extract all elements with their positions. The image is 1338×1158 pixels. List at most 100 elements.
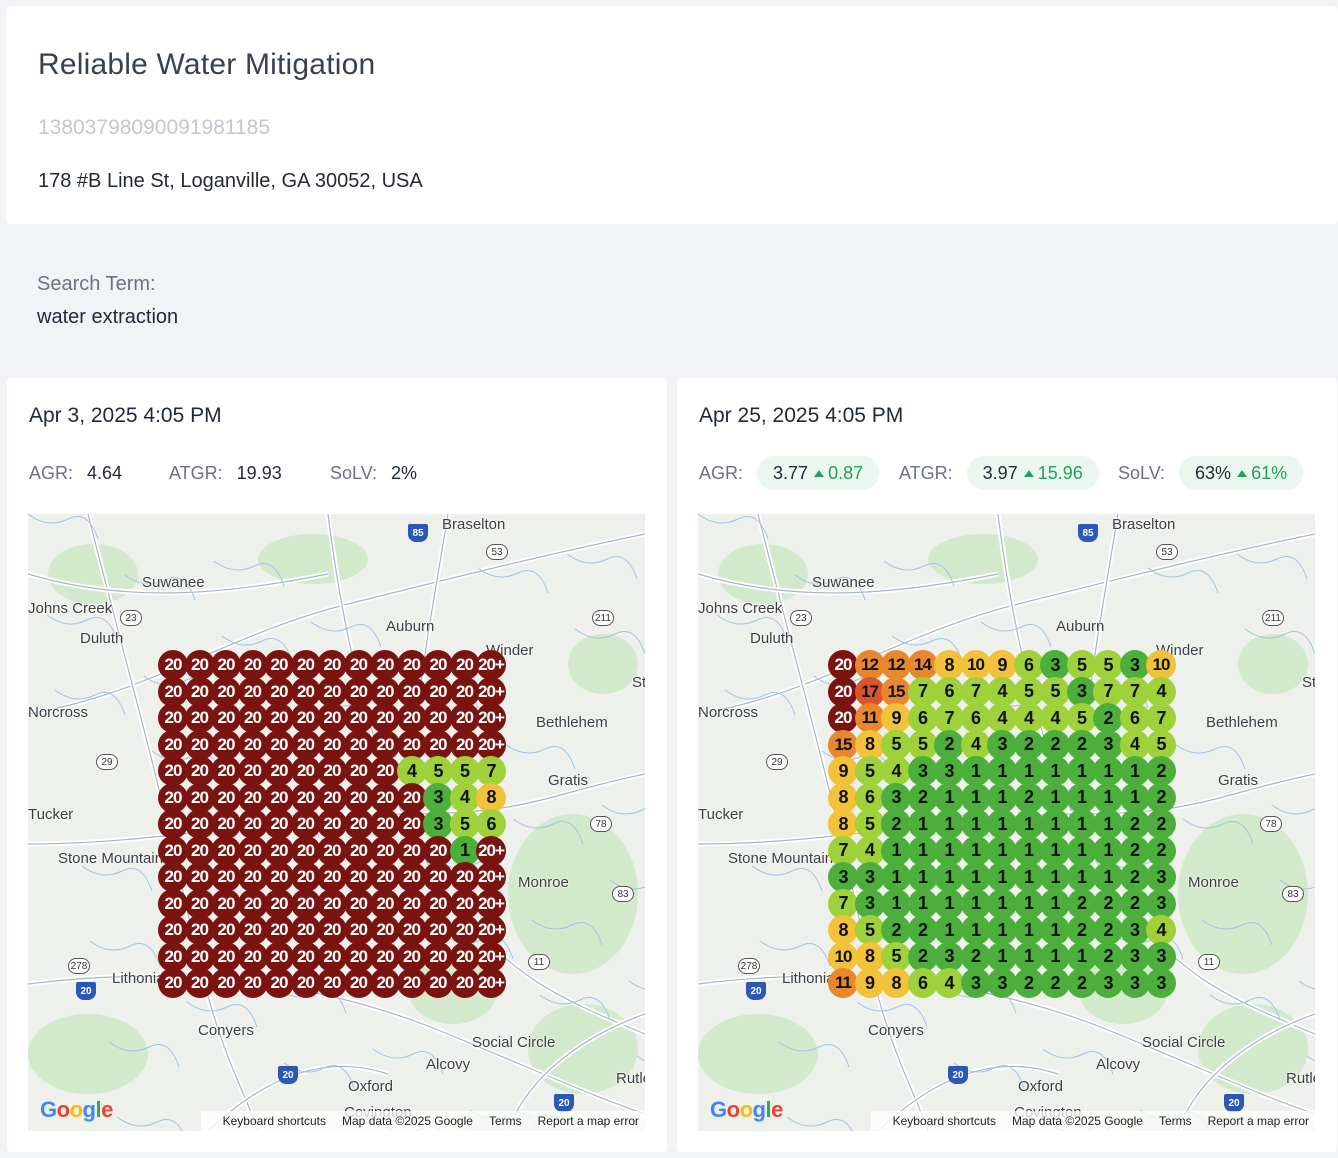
rank-pin[interactable]: 1 [907,835,938,866]
rank-pin[interactable]: 2 [1146,782,1176,813]
rank-pin[interactable]: 20 [184,809,215,839]
rank-pin[interactable]: 20 [264,835,294,866]
rank-pin[interactable]: 1 [934,915,964,945]
rank-pin[interactable]: 2 [1093,703,1123,733]
rank-pin[interactable]: 20 [184,835,215,866]
rank-pin[interactable]: 1 [987,915,1017,945]
rank-pin[interactable]: 20 [343,782,374,813]
rank-pin[interactable]: 20 [290,676,321,707]
rank-pin[interactable]: 10 [960,650,991,680]
rank-pin[interactable]: 20 [237,729,268,760]
rank-pin[interactable]: 4 [1013,703,1044,733]
rank-pin[interactable]: 3 [1093,729,1123,760]
rank-pin[interactable]: 2 [1146,756,1176,786]
rank-pin[interactable]: 1 [1066,941,1097,972]
rank-pin[interactable]: 20 [290,809,321,839]
rank-pin[interactable]: 20 [211,835,241,866]
rank-pin[interactable]: 7 [828,835,858,866]
rank-pin[interactable]: 20 [290,703,321,733]
rank-pin[interactable]: 3 [881,782,911,813]
rank-pin[interactable]: 2 [1040,729,1070,760]
rank-pin[interactable]: 20 [370,676,400,707]
rank-pin[interactable]: 20+ [476,915,506,945]
rank-pin[interactable]: 20 [449,862,480,892]
rank-pin[interactable]: 7 [828,888,858,919]
terms-link[interactable]: Terms [1158,1114,1192,1128]
rank-pin[interactable]: 1 [960,756,991,786]
rank-pin[interactable]: 20 [237,676,268,707]
rank-pin[interactable]: 20 [449,650,480,680]
rank-pin[interactable]: 20 [449,703,480,733]
rank-pin[interactable]: 1 [1040,782,1070,813]
rank-pin[interactable]: 5 [1066,650,1097,680]
rank-pin[interactable]: 1 [960,782,991,813]
rank-pin[interactable]: 20 [237,809,268,839]
rank-pin[interactable]: 12 [881,650,911,680]
rank-pin[interactable]: 1 [1013,835,1044,866]
rank-pin[interactable]: 7 [907,676,938,707]
rank-pin[interactable]: 20 [370,862,400,892]
rank-pin[interactable]: 15 [828,729,858,760]
rank-pin[interactable]: 3 [1119,968,1150,998]
rank-pin[interactable]: 20 [370,729,400,760]
rank-pin[interactable]: 20 [396,915,427,945]
rank-pin[interactable]: 20 [237,650,268,680]
rank-pin[interactable]: 1 [987,782,1017,813]
rank-pin[interactable]: 2 [1146,835,1176,866]
rank-pin[interactable]: 1 [1093,862,1123,892]
rank-pin[interactable]: 20 [290,729,321,760]
rank-pin[interactable]: 20 [828,650,858,680]
rank-pin[interactable]: 1 [987,756,1017,786]
rank-pin[interactable]: 9 [828,756,858,786]
rank-pin[interactable]: 2 [934,729,964,760]
rank-pin[interactable]: 20 [237,888,268,919]
rank-grid-map[interactable]: BraseltonSuwaneeAuburnWinderDuluthStatha… [698,514,1315,1131]
rank-pin[interactable]: 2 [1093,941,1123,972]
rank-pin[interactable]: 20 [343,809,374,839]
rank-pin[interactable]: 5 [449,756,480,786]
rank-pin[interactable]: 3 [907,756,938,786]
rank-pin[interactable]: 2 [1093,888,1123,919]
rank-pin[interactable]: 20 [264,915,294,945]
rank-pin[interactable]: 20 [237,968,268,998]
rank-pin[interactable]: 20 [343,650,374,680]
rank-pin[interactable]: 20 [184,650,215,680]
rank-pin[interactable]: 8 [881,968,911,998]
rank-pin[interactable]: 2 [1013,782,1044,813]
rank-pin[interactable]: 3 [854,888,885,919]
rank-pin[interactable]: 20 [158,862,188,892]
rank-pin[interactable]: 1 [1093,756,1123,786]
rank-pin[interactable]: 1 [960,835,991,866]
rank-pin[interactable]: 3 [1146,968,1176,998]
rank-pin[interactable]: 20 [423,703,453,733]
rank-pin[interactable]: 1 [1013,809,1044,839]
rank-pin[interactable]: 1 [1013,941,1044,972]
rank-pin[interactable]: 20 [396,835,427,866]
rank-pin[interactable]: 20 [211,703,241,733]
rank-pin[interactable]: 3 [1093,968,1123,998]
rank-pin[interactable]: 20 [264,782,294,813]
rank-pin[interactable]: 4 [396,756,427,786]
rank-pin[interactable]: 1 [881,862,911,892]
rank-pin[interactable]: 20 [396,968,427,998]
rank-pin[interactable]: 6 [960,703,991,733]
rank-pin[interactable]: 20 [317,676,347,707]
rank-pin[interactable]: 20 [184,888,215,919]
rank-pin[interactable]: 20 [264,729,294,760]
rank-pin[interactable]: 7 [1093,676,1123,707]
rank-pin[interactable]: 1 [1013,862,1044,892]
rank-pin[interactable]: 2 [1013,968,1044,998]
rank-pin[interactable]: 6 [934,676,964,707]
rank-pin[interactable]: 20 [449,968,480,998]
rank-pin[interactable]: 2 [960,941,991,972]
rank-pin[interactable]: 20 [317,941,347,972]
rank-pin[interactable]: 20 [264,941,294,972]
rank-pin[interactable]: 20 [211,729,241,760]
rank-pin[interactable]: 20 [211,756,241,786]
rank-pin[interactable]: 2 [1013,729,1044,760]
rank-pin[interactable]: 20 [343,915,374,945]
rank-pin[interactable]: 7 [476,756,506,786]
rank-pin[interactable]: 12 [854,650,885,680]
rank-pin[interactable]: 20 [211,782,241,813]
rank-pin[interactable]: 20 [317,703,347,733]
